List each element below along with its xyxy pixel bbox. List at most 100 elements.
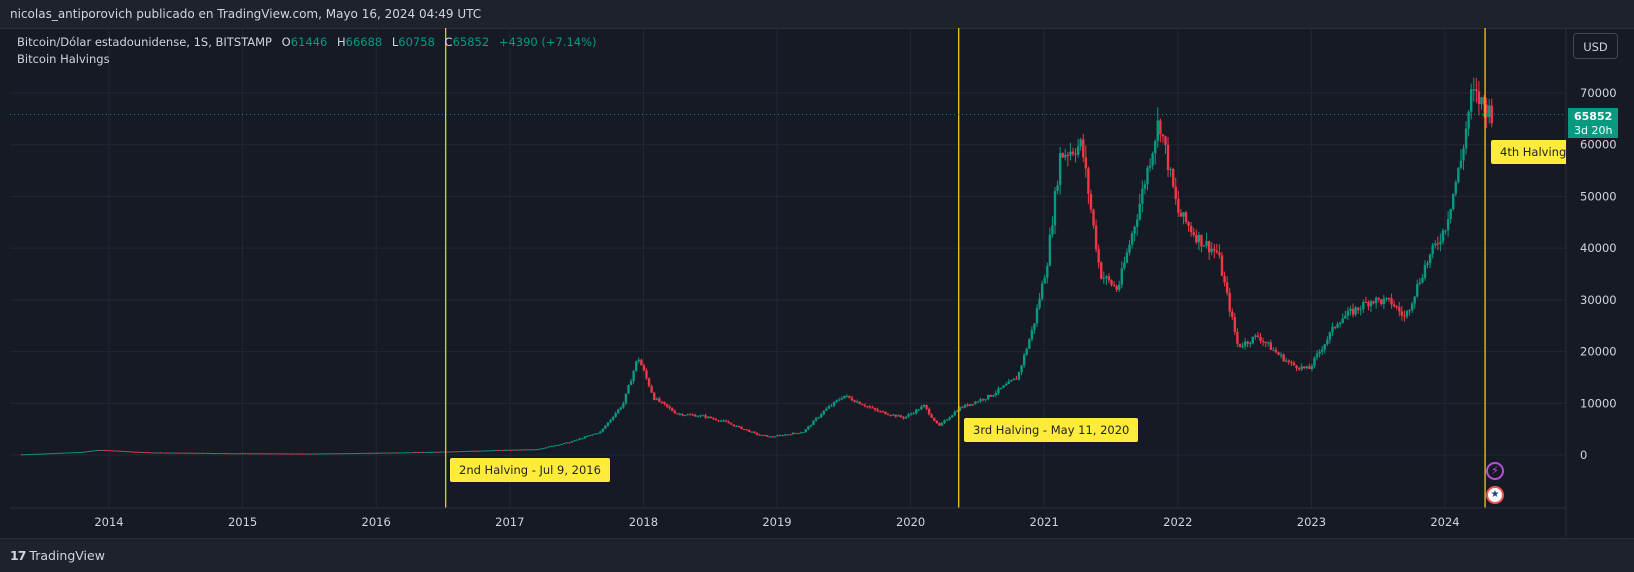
candle-body [650, 386, 653, 393]
candle-body [1164, 136, 1167, 145]
candle-body [90, 450, 93, 452]
candle-body [116, 450, 119, 452]
candle-body [727, 421, 730, 424]
candle-body [802, 432, 805, 434]
candle-body [963, 404, 967, 408]
candle-body [781, 435, 784, 437]
candle-body [771, 436, 774, 438]
currency-button[interactable]: USD [1573, 33, 1618, 59]
candle-body [709, 416, 712, 419]
candle-body [1377, 297, 1380, 300]
candle-body [1372, 301, 1375, 304]
candle-body [981, 399, 985, 401]
candle-body [853, 400, 856, 403]
candle-body [637, 359, 640, 362]
candle-body [1328, 332, 1332, 340]
candle-body [930, 414, 933, 418]
candle-body [784, 434, 787, 436]
candle-body [172, 452, 175, 454]
candle-body [74, 452, 78, 454]
candle-body [1189, 226, 1193, 233]
indicator-name[interactable]: Bitcoin Halvings [17, 52, 110, 66]
candle-body [534, 449, 538, 451]
candle-body [491, 450, 494, 452]
candle-body [1030, 329, 1034, 340]
candle-body [20, 454, 24, 456]
halving-label-2nd: 2nd Halving - Jul 9, 2016 [450, 458, 610, 482]
candle-body [1053, 191, 1057, 226]
candle-body [416, 452, 420, 454]
candle-body [87, 450, 91, 452]
candle-body [1308, 366, 1311, 370]
candle-body [868, 406, 872, 408]
candle-body [67, 452, 70, 454]
candle-body [1051, 225, 1054, 235]
candle-body [532, 449, 535, 451]
candle-body [113, 450, 116, 452]
us-flag-icon[interactable]: ★ [1486, 486, 1504, 504]
candle-body [1359, 309, 1362, 311]
candle-body [1225, 282, 1229, 293]
candle-body [1156, 120, 1159, 142]
tradingview-logo[interactable]: 17 TradingView [10, 548, 105, 563]
candle-body [509, 449, 512, 451]
candle-body [511, 449, 515, 451]
candle-body [573, 440, 576, 442]
candle-body [678, 413, 682, 415]
candle-body [1418, 282, 1422, 285]
candle-body [1446, 219, 1450, 231]
candle-body [575, 439, 579, 441]
candle-body [401, 452, 404, 454]
candle-body [54, 452, 57, 454]
candle-body [922, 404, 926, 407]
candle-body [411, 452, 414, 454]
candle-body [270, 453, 273, 455]
candle-body [1259, 336, 1262, 342]
candle-body [485, 450, 489, 452]
candle-body [1400, 311, 1404, 316]
candle-body [190, 452, 193, 454]
candle-body [1459, 160, 1463, 168]
candle-body [205, 452, 209, 454]
candle-body [390, 452, 394, 454]
candle-body [753, 431, 756, 433]
candle-body [1320, 349, 1324, 352]
candle-body [791, 432, 795, 435]
candle-body [1123, 262, 1126, 269]
candle-body [866, 406, 869, 408]
candle-body [1457, 167, 1460, 183]
candle-body [460, 451, 463, 453]
candle-body [521, 449, 525, 451]
candle-body [473, 450, 476, 452]
time-axis[interactable]: 2014 2015 2016 2017 2018 2019 2020 2021 2022 2023… [94, 515, 1459, 529]
candle-body [1264, 341, 1267, 344]
candle-body [452, 451, 455, 453]
candle-body [1331, 326, 1334, 333]
candle-body [41, 453, 44, 455]
halving-lines [445, 28, 1486, 508]
candle-body [647, 378, 651, 387]
candle-body [393, 452, 396, 454]
candle-body [1436, 243, 1440, 245]
candle-body [429, 451, 432, 453]
candle-body [1218, 252, 1221, 256]
candle-body [221, 453, 224, 455]
candle-body [59, 452, 62, 454]
lightning-icon[interactable]: ⚡ [1486, 462, 1504, 480]
candle-body [1374, 297, 1378, 304]
candle-body [951, 415, 954, 418]
candle-body [198, 452, 201, 454]
open-value: 61446 [290, 35, 328, 49]
candle-body [1004, 383, 1008, 386]
symbol-description[interactable]: Bitcoin/Dólar estadounidense, 1S, BITSTA… [17, 35, 272, 49]
candle-body [586, 435, 589, 437]
candle-body [169, 452, 173, 454]
price-axis[interactable]: 0 10000 20000 30000 40000 50000 60000 70000 [1580, 86, 1617, 462]
candle-body [745, 429, 748, 431]
candle-body [1105, 276, 1108, 278]
candle-body [629, 381, 633, 386]
candle-body [105, 450, 109, 452]
candle-body [352, 453, 355, 455]
candle-body [686, 414, 689, 416]
